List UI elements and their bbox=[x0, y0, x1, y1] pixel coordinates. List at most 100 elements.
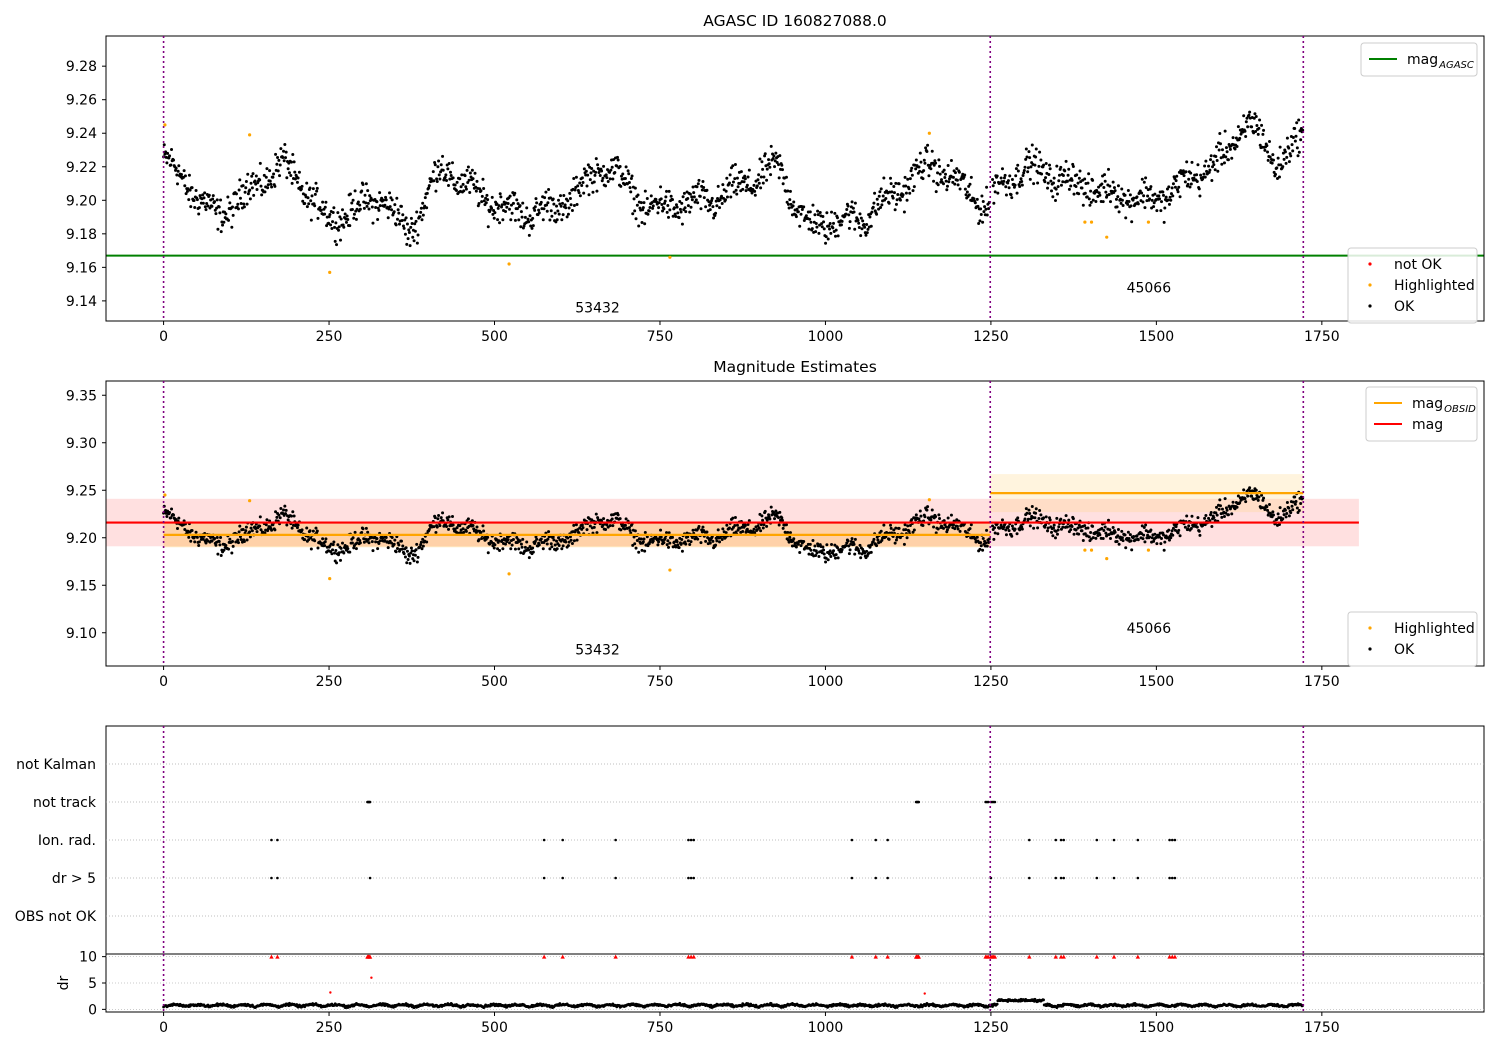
data-point-ok bbox=[1114, 197, 1118, 201]
data-point-highlighted bbox=[163, 493, 167, 497]
data-point-ok bbox=[912, 185, 916, 189]
data-point-ok bbox=[499, 195, 503, 199]
data-point-ok bbox=[176, 169, 180, 173]
data-point-ok bbox=[619, 184, 623, 188]
data-point-ok bbox=[546, 201, 550, 205]
data-point-ok bbox=[1006, 525, 1010, 529]
data-point-ok bbox=[1123, 533, 1127, 537]
data-point-ok bbox=[1293, 126, 1297, 130]
data-point-ok bbox=[674, 545, 678, 549]
data-point-ok bbox=[588, 524, 592, 528]
data-point-ok bbox=[390, 535, 394, 539]
data-point-ok bbox=[980, 194, 984, 198]
data-point-ok bbox=[236, 538, 240, 542]
data-point-ok bbox=[485, 193, 489, 197]
data-point-ok bbox=[759, 186, 763, 190]
data-point-ok bbox=[1070, 178, 1074, 182]
data-point-ok bbox=[316, 216, 320, 220]
data-point-ok bbox=[1222, 153, 1226, 157]
data-point-ok bbox=[934, 531, 938, 535]
data-point-ok bbox=[215, 206, 219, 210]
data-point-ok bbox=[929, 167, 933, 171]
data-point-ok bbox=[1069, 528, 1073, 532]
data-point-ok bbox=[609, 168, 613, 172]
data-point-ok bbox=[395, 547, 399, 551]
data-point-ok bbox=[733, 515, 737, 519]
data-point-ok bbox=[1056, 185, 1060, 189]
flag-point bbox=[692, 838, 696, 842]
data-point-ok bbox=[735, 176, 739, 180]
data-point-ok bbox=[1043, 525, 1047, 529]
data-point-ok bbox=[350, 541, 354, 545]
data-point-ok bbox=[351, 536, 355, 540]
data-point-ok bbox=[327, 215, 331, 219]
data-point-ok bbox=[640, 548, 644, 552]
data-point-ok bbox=[1270, 161, 1274, 165]
data-point-ok bbox=[177, 164, 181, 168]
data-point-ok bbox=[1204, 159, 1208, 163]
data-point-ok bbox=[1155, 209, 1159, 213]
data-point-ok bbox=[699, 207, 703, 211]
data-point-ok bbox=[820, 222, 824, 226]
data-point-ok bbox=[884, 535, 888, 539]
data-point-ok bbox=[1028, 512, 1032, 516]
data-point-ok bbox=[1046, 526, 1050, 530]
data-point-ok bbox=[636, 193, 640, 197]
data-point-ok bbox=[353, 189, 357, 193]
data-point-ok bbox=[809, 220, 813, 224]
data-point-ok bbox=[566, 199, 570, 203]
data-point-ok bbox=[527, 220, 531, 224]
legend-marker-highlighted bbox=[1368, 283, 1372, 287]
data-point-ok bbox=[859, 216, 863, 220]
legend-label: OK bbox=[1394, 642, 1415, 658]
data-point-ok bbox=[534, 197, 538, 201]
legend-marker-ok bbox=[1368, 647, 1372, 651]
data-point-ok bbox=[947, 177, 951, 181]
data-point-ok bbox=[446, 518, 450, 522]
data-point-ok bbox=[295, 180, 299, 184]
data-point-ok bbox=[814, 554, 818, 558]
data-point-ok bbox=[412, 559, 416, 563]
data-point-ok bbox=[1136, 538, 1140, 542]
data-point-ok bbox=[875, 535, 879, 539]
data-point-ok bbox=[1033, 163, 1037, 167]
data-point-ok bbox=[1236, 494, 1240, 498]
data-point-ok bbox=[245, 538, 249, 542]
data-point-ok bbox=[300, 184, 304, 188]
data-point-ok bbox=[1235, 145, 1239, 149]
data-point-ok bbox=[450, 161, 454, 165]
data-point-ok bbox=[469, 175, 473, 179]
data-point-ok bbox=[714, 211, 718, 215]
data-point-ok bbox=[197, 544, 201, 548]
data-point-ok bbox=[268, 169, 272, 173]
data-point-ok bbox=[627, 172, 631, 176]
data-point-ok bbox=[890, 190, 894, 194]
data-point-ok bbox=[1275, 517, 1279, 521]
dr-point bbox=[504, 1003, 507, 1007]
data-point-ok bbox=[537, 543, 541, 547]
data-point-ok bbox=[1003, 173, 1007, 177]
data-point-ok bbox=[217, 205, 221, 209]
data-point-ok bbox=[1046, 186, 1050, 190]
data-point-ok bbox=[1042, 516, 1046, 520]
data-point-ok bbox=[409, 216, 413, 220]
data-point-ok bbox=[1207, 170, 1211, 174]
data-point-ok bbox=[1100, 527, 1104, 531]
data-point-ok bbox=[721, 527, 725, 531]
data-point-ok bbox=[1265, 144, 1269, 148]
data-point-ok bbox=[1039, 158, 1043, 162]
data-point-ok bbox=[217, 540, 221, 544]
data-point-ok bbox=[1010, 534, 1014, 538]
data-point-ok bbox=[550, 214, 554, 218]
data-point-ok bbox=[680, 537, 684, 541]
data-point-ok bbox=[295, 526, 299, 530]
data-point-ok bbox=[712, 216, 716, 220]
data-point-ok bbox=[386, 216, 390, 220]
data-point-ok bbox=[529, 224, 533, 228]
data-point-ok bbox=[1258, 143, 1262, 147]
data-point-ok bbox=[500, 203, 504, 207]
data-point-ok bbox=[413, 229, 417, 233]
data-point-ok bbox=[850, 537, 854, 541]
data-point-ok bbox=[310, 194, 314, 198]
